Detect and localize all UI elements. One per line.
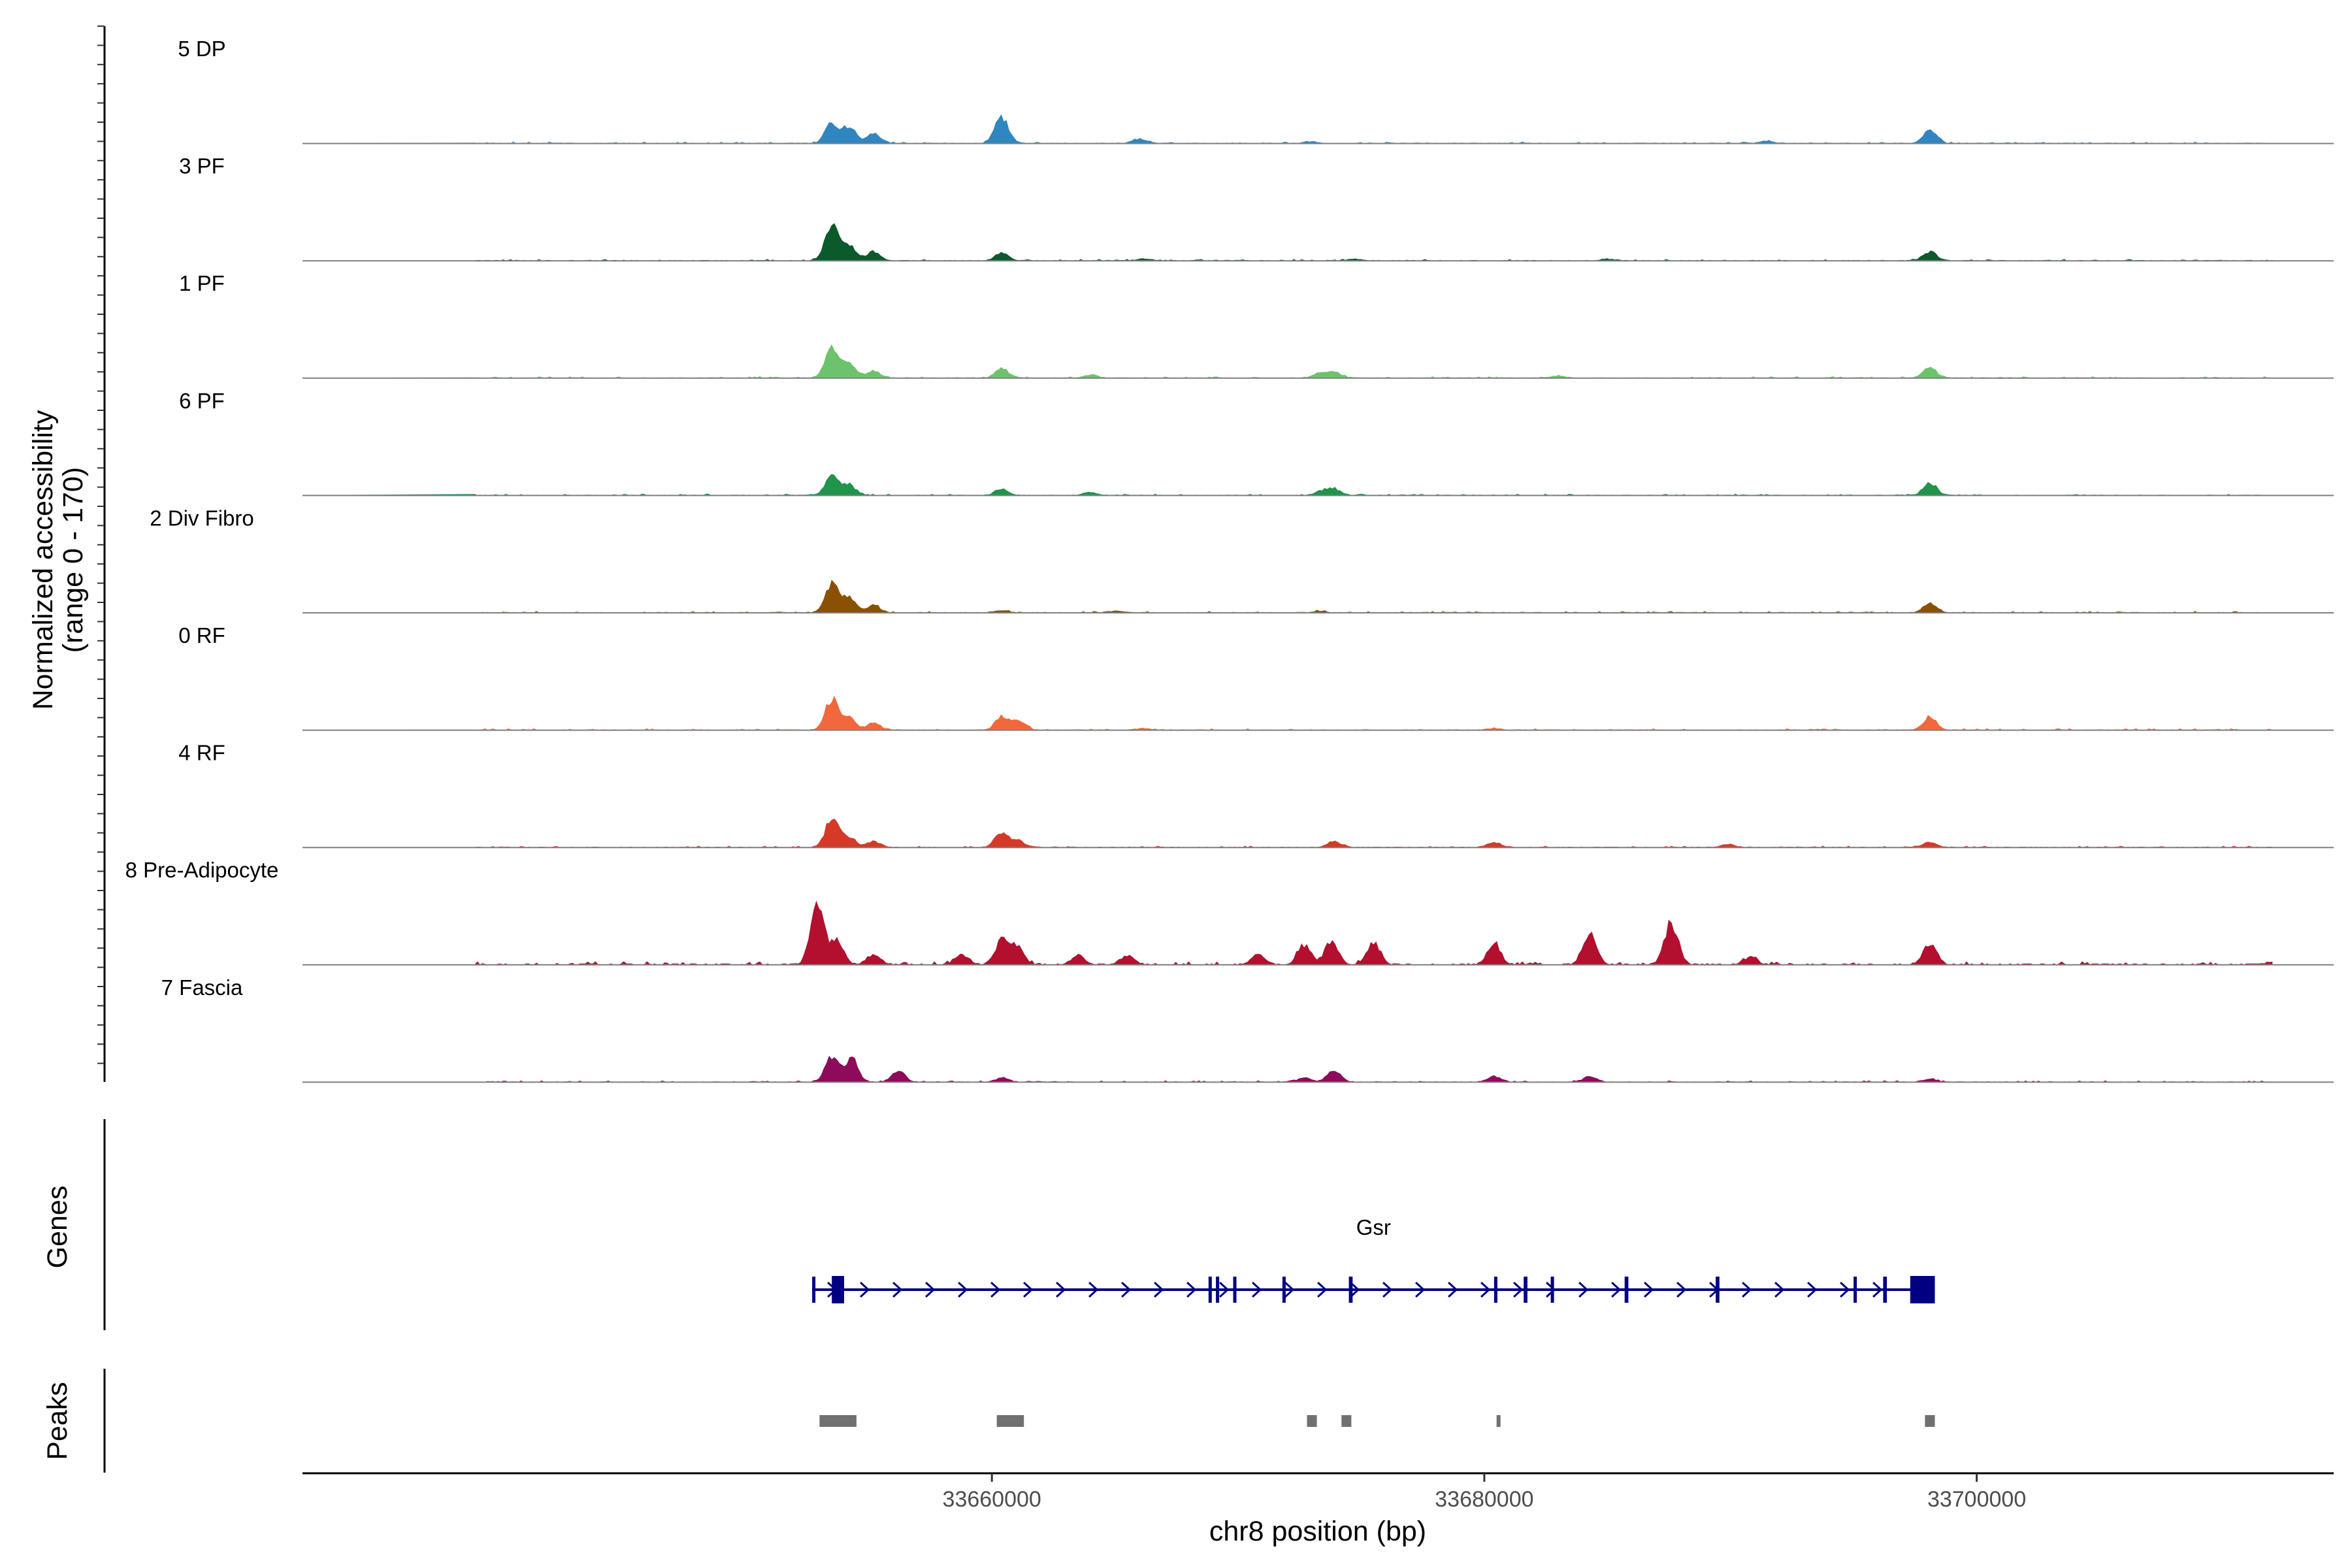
track-2-div-fibro: 2 Div Fibro (150, 506, 2334, 613)
gene-exon (1233, 1277, 1237, 1303)
track-label: 6 PF (179, 389, 225, 413)
strand-arrow-icon (1154, 1281, 1164, 1298)
track-6-pf: 6 PF (179, 389, 2334, 497)
gene-exon (1910, 1276, 1935, 1303)
peak-region (996, 1415, 1024, 1427)
coverage-area (302, 818, 2273, 848)
coverage-area (302, 344, 2272, 379)
coverage-area (302, 474, 2273, 496)
track-8-pre-adipocyte: 8 Pre-Adipocyte (125, 858, 2334, 966)
x-tick-label: 33700000 (1927, 1487, 2026, 1512)
track-5-dp: 5 DP (178, 37, 2334, 144)
gene-exon (1716, 1277, 1720, 1303)
strand-arrow-icon (1284, 1281, 1295, 1298)
peak-region (1307, 1415, 1317, 1427)
track-7-fascia: 7 Fascia (161, 975, 2334, 1083)
gene-exon (1624, 1277, 1629, 1303)
coverage-area (302, 223, 2273, 261)
peak-region (1341, 1415, 1352, 1427)
strand-arrow-icon (1121, 1281, 1132, 1298)
strand-arrow-icon (1023, 1281, 1034, 1298)
peak-region (1496, 1415, 1501, 1427)
gene-exon (812, 1277, 816, 1303)
x-axis-title: chr8 position (bp) (1209, 1516, 1426, 1547)
gene-exon (1282, 1277, 1286, 1303)
strand-arrow-icon (1872, 1281, 1883, 1298)
y-axis-title: Normalized accessibility (27, 410, 59, 710)
track-label: 8 Pre-Adipocyte (125, 858, 279, 882)
strand-arrow-icon (1252, 1281, 1262, 1298)
coverage-area (302, 900, 2273, 966)
x-tick-label: 33680000 (1435, 1487, 1533, 1512)
gene-exon (1854, 1277, 1857, 1303)
strand-arrow-icon (1480, 1281, 1491, 1298)
strand-arrow-icon (1415, 1281, 1426, 1298)
strand-arrow-icon (1186, 1281, 1197, 1298)
track-label: 3 PF (179, 154, 225, 178)
genes-panel-title: Genes (42, 1186, 73, 1269)
strand-arrow-icon (1317, 1281, 1328, 1298)
strand-arrow-icon (1350, 1281, 1360, 1298)
strand-arrow-icon (1219, 1281, 1230, 1298)
gene-name-label: Gsr (1356, 1215, 1391, 1239)
strand-arrow-icon (1546, 1281, 1556, 1298)
strand-arrow-icon (1382, 1281, 1393, 1298)
coverage-area (302, 114, 2272, 144)
peak-region (1925, 1415, 1935, 1427)
gene-exon (1550, 1277, 1554, 1303)
strand-arrow-icon (1644, 1281, 1654, 1298)
track-0-rf: 0 RF (178, 623, 2334, 731)
strand-arrow-icon (1056, 1281, 1066, 1298)
gene-exon (832, 1276, 844, 1303)
strand-arrow-icon (1578, 1281, 1589, 1298)
track-label: 1 PF (179, 271, 225, 295)
coverage-area (302, 695, 2272, 731)
peak-region (819, 1415, 857, 1427)
y-axis-range-title: (range 0 - 170) (57, 467, 89, 653)
coverage-area (302, 580, 2272, 613)
strand-arrow-icon (1676, 1281, 1687, 1298)
track-label: 5 DP (178, 37, 225, 61)
gene-exon (1348, 1277, 1353, 1303)
coverage-area (302, 1055, 2273, 1083)
strand-arrow-icon (1611, 1281, 1622, 1298)
track-label: 7 Fascia (161, 975, 243, 1000)
track-label: 4 RF (178, 741, 225, 765)
strand-arrow-icon (1774, 1281, 1785, 1298)
gene-gsr: Gsr (812, 1215, 1935, 1303)
track-3-pf: 3 PF (179, 154, 2334, 262)
track-label: 0 RF (178, 623, 225, 647)
strand-arrow-icon (1513, 1281, 1524, 1298)
gene-exon (1216, 1277, 1220, 1303)
strand-arrow-icon (1807, 1281, 1818, 1298)
strand-arrow-icon (1840, 1281, 1850, 1298)
strand-arrow-icon (990, 1281, 1001, 1298)
x-tick-label: 33660000 (943, 1487, 1041, 1512)
gene-exon (1883, 1277, 1887, 1303)
strand-arrow-icon (958, 1281, 968, 1298)
strand-arrow-icon (860, 1281, 870, 1298)
gene-exon (1524, 1277, 1527, 1303)
strand-arrow-icon (892, 1281, 903, 1298)
strand-arrow-icon (1088, 1281, 1099, 1298)
track-4-rf: 4 RF (178, 741, 2334, 849)
gene-exon (1494, 1277, 1497, 1303)
peaks-panel-title: Peaks (42, 1382, 73, 1460)
track-label: 2 Div Fibro (150, 506, 254, 530)
gene-exon (1208, 1277, 1212, 1303)
strand-arrow-icon (1448, 1281, 1458, 1298)
strand-arrow-icon (1742, 1281, 1752, 1298)
track-1-pf: 1 PF (179, 271, 2334, 379)
strand-arrow-icon (925, 1281, 936, 1298)
